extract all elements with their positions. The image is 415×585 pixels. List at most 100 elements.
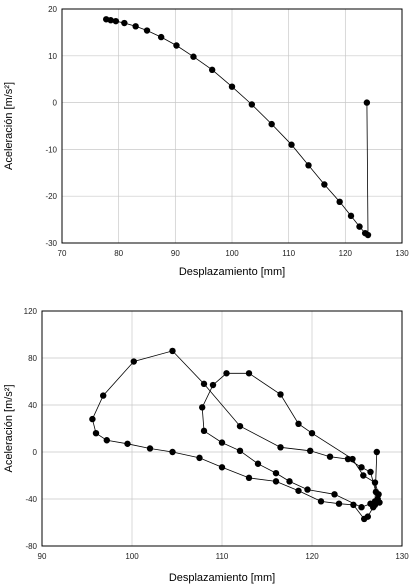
chart-2-data-point [286,478,293,485]
chart-2-data-point [295,420,302,427]
chart-1-x-tick-labels: 70 80 90 100 110 120 130 [58,249,410,258]
chart-2-data-point [295,487,302,494]
chart-2-y-tick-label: 40 [28,401,37,410]
chart-1-x-tick-label: 90 [171,249,180,258]
chart-2-data-point [375,491,382,498]
chart-1-data-point [364,231,372,239]
chart-2-data-point [376,499,383,506]
chart-2-data-point [218,439,226,446]
chart-1-data-point [356,223,363,230]
chart-2-x-tick-labels: 90 100 110 120 130 [38,552,410,561]
chart-2-data-point [335,500,343,507]
chart-2-displacement-vs-acceleration: 90 100 110 120 130 120 80 40 0 -40 -80 Desplazami… [3,307,409,584]
chart-2-data-point [196,454,203,462]
chart-2-data-point [200,427,208,435]
chart-2-y-tick-label: 80 [28,354,37,363]
chart-1-series-line [106,18,369,236]
chart-2-data-point [89,415,96,423]
chart-1-data-point [228,83,236,90]
chart-2-y-tick-label: 0 [33,448,38,457]
chart-2-plot-frame [41,310,403,547]
chart-1-y-tick-labels: 20 10 0 -10 -20 -30 [45,5,57,248]
chart-1-y-tick-label: -30 [45,239,57,248]
chart-2-data-point [146,445,154,452]
chart-1-data-point [112,17,120,25]
chart-1-data-point [363,99,371,106]
chart-1-x-tick-label: 80 [114,249,123,258]
chart-1-data-point [121,19,128,27]
chart-1-y-tick-label: 20 [48,5,57,14]
chart-1-data-point [107,17,114,24]
chart-2-x-tick-label: 100 [125,552,139,561]
chart-1-data-point [173,42,180,49]
chart-2-data-point [169,347,176,355]
chart-1-plot-frame [61,8,403,244]
chart-1-x-tick-label: 120 [339,249,353,258]
chart-1-y-tick-label: 10 [48,52,57,61]
chart-2-data-point [349,455,356,463]
chart-2-data-point [304,486,311,493]
chart-2-data-point [350,501,357,509]
chart-1-data-point [248,101,256,108]
chart-2-y-axis-label: Aceleración [m/s²] [3,384,15,472]
chart-1-data-point [208,66,216,74]
chart-1-x-tick-label: 130 [395,249,409,258]
chart-1-data-point [321,181,328,188]
chart-2-data-point [200,380,208,388]
chart-2-data-point [209,381,217,389]
chart-2-data-point [223,370,230,377]
chart-1-data-point [305,162,312,169]
chart-2-data-point [245,474,253,482]
chart-1-data-point [157,33,165,41]
chart-2-x-axis-label: Desplazamiento [mm] [169,572,275,584]
chart-2-data-point [130,358,137,365]
chart-2-data-point [307,447,314,455]
chart-2-data-point [360,472,367,479]
chart-2-y-tick-label: 120 [24,307,38,316]
chart-1-x-tick-label: 110 [282,249,295,258]
chart-2-data-point [331,491,338,498]
chart-2-data-point [277,444,284,451]
chart-2-data-points [89,347,383,523]
chart-1-x-tick-label: 70 [58,249,67,258]
chart-1-y-axis-label: Aceleración [m/s²] [3,82,15,170]
chart-1-data-point [288,141,295,148]
chart-1-data-point [143,27,151,34]
chart-2-data-point [254,460,262,467]
chart-2-x-tick-label: 110 [216,552,229,561]
chart-2-data-point [344,455,352,463]
chart-2-data-point [373,448,380,456]
chart-2-data-point [326,453,334,460]
chart-1-data-point [336,198,343,206]
chart-2-y-tick-label: -40 [25,495,37,504]
chart-1-data-points [103,16,372,239]
chart-2-x-tick-label: 90 [38,552,47,561]
chart-1-data-point [268,120,275,128]
chart-2-data-point [199,404,206,411]
chart-2-data-point [371,479,379,486]
chart-2-y-tick-label: -80 [25,542,37,551]
chart-2-x-tick-label: 120 [305,552,319,561]
chart-2-data-point [236,447,244,455]
chart-1-y-tick-label: -20 [45,192,57,201]
chart-1-data-point [347,212,355,220]
chart-2-data-point [317,498,325,505]
chart-2-data-point [100,392,107,399]
chart-2-data-point [358,504,365,511]
chart-1-data-point [190,53,197,60]
chart-1-x-axis-label: Desplazamiento [mm] [179,266,285,278]
chart-2-data-point [103,437,111,444]
chart-2-x-tick-label: 130 [395,552,409,561]
chart-1-y-tick-label: 0 [53,99,58,108]
chart-2-data-point [272,469,280,477]
chart-2-data-point [245,370,253,377]
chart-2-data-point [358,464,365,471]
chart-1-y-tick-label: -10 [45,145,57,154]
chart-2-data-point [169,448,176,456]
chart-2-data-point [236,422,244,430]
chart-2-data-point [218,464,226,471]
chart-2-data-point [308,430,316,437]
